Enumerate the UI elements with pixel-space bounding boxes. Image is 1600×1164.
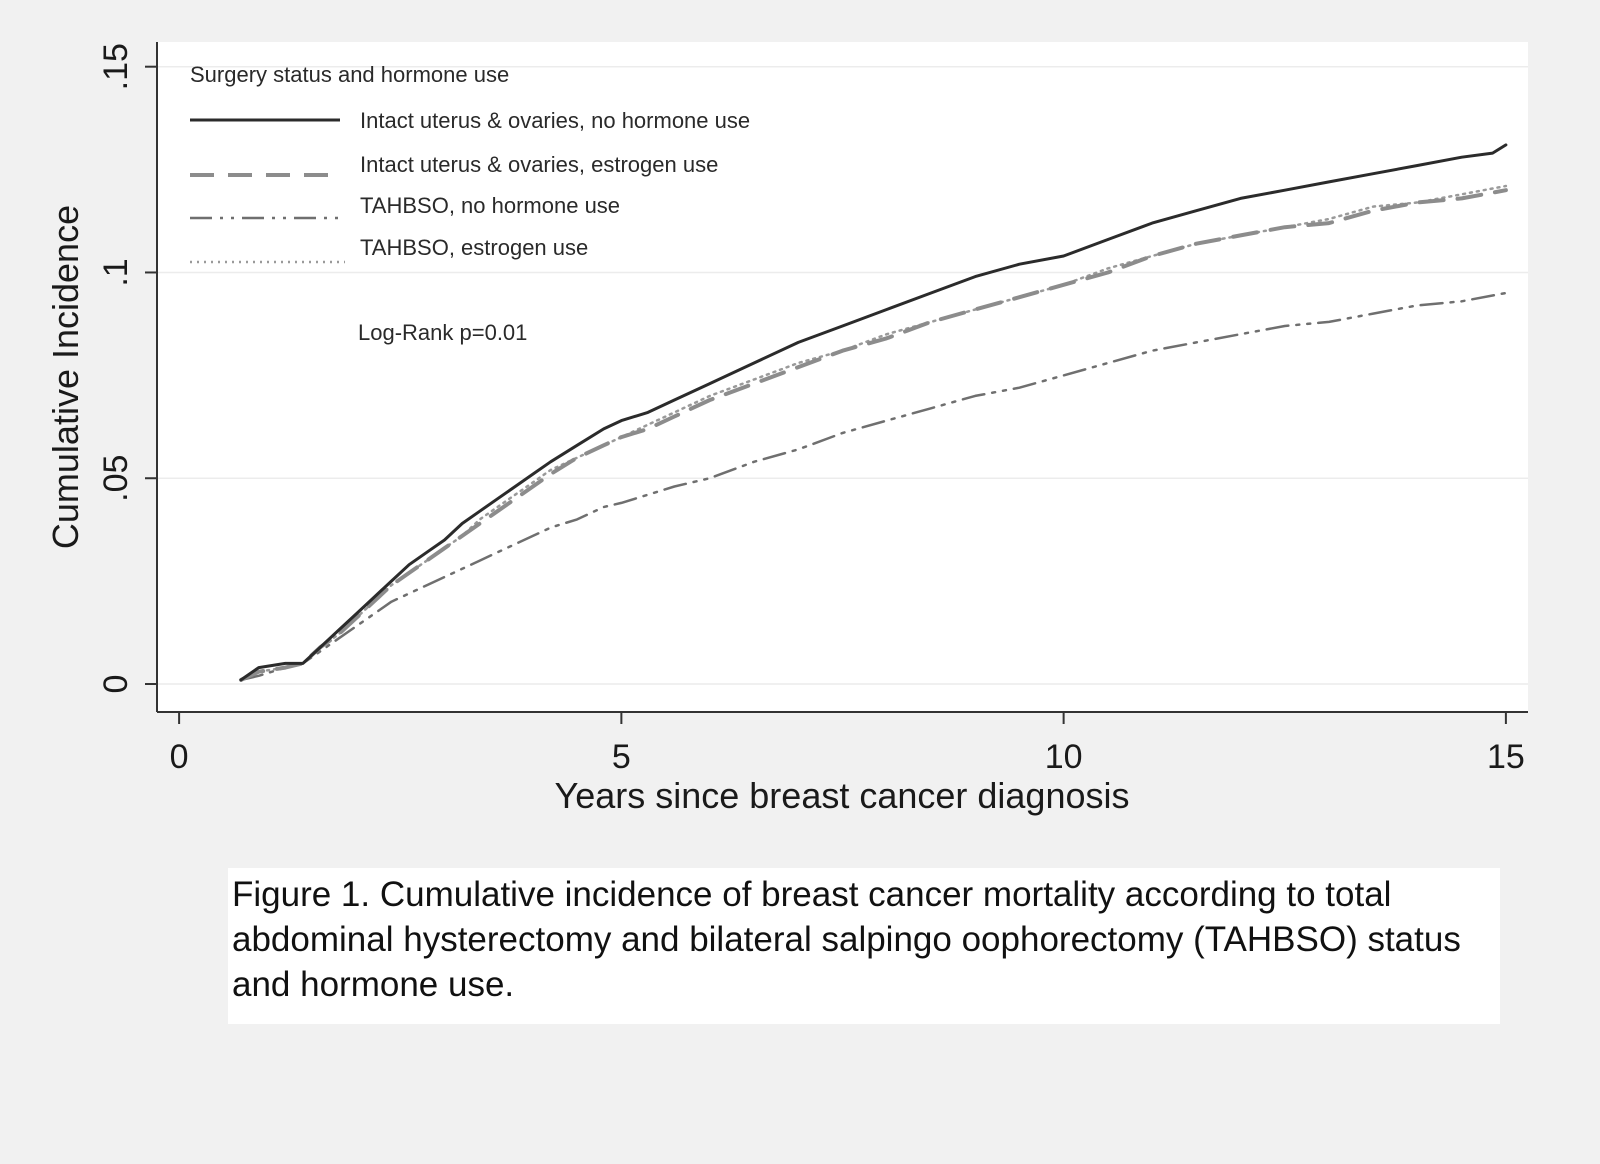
legend-label-tahbso-estrogen: TAHBSO, estrogen use xyxy=(360,235,588,260)
y-tick-label: .15 xyxy=(97,43,135,90)
series-line-solid xyxy=(239,143,1508,682)
log-rank-annotation: Log-Rank p=0.01 xyxy=(358,320,527,345)
legend-label-intact-no-hormone: Intact uterus & ovaries, no hormone use xyxy=(360,108,750,133)
y-tick-label: 0 xyxy=(97,675,135,694)
x-tick-label: 10 xyxy=(1045,738,1083,776)
legend-label-tahbso-no-hormone: TAHBSO, no hormone use xyxy=(360,193,620,218)
y-tick-label: .05 xyxy=(97,455,135,502)
x-tick-label: 5 xyxy=(612,738,631,776)
series-line-dashdot xyxy=(239,291,1508,682)
series-lines xyxy=(239,143,1508,682)
y-axis-label: Cumulative Incidence xyxy=(45,205,86,549)
axis-ticks: 0 5 10 15 0 .05 .1 .15 xyxy=(97,43,1525,776)
axes xyxy=(156,42,1528,713)
x-tick-label: 0 xyxy=(170,738,189,776)
legend-label-intact-estrogen: Intact uterus & ovaries, estrogen use xyxy=(360,152,718,177)
plot-area xyxy=(157,42,1528,712)
gridlines xyxy=(157,65,1528,685)
legend-title: Surgery status and hormone use xyxy=(190,62,509,87)
caption-box xyxy=(228,868,1500,1024)
y-tick-label: .1 xyxy=(97,258,135,286)
legend: Surgery status and hormone use Intact ut… xyxy=(190,62,750,264)
figure-caption: Figure 1. Cumulative incidence of breast… xyxy=(232,875,1461,1004)
series-line-longdash xyxy=(239,188,1508,682)
x-axis-label: Years since breast cancer diagnosis xyxy=(555,775,1130,816)
x-tick-label: 15 xyxy=(1487,738,1525,776)
